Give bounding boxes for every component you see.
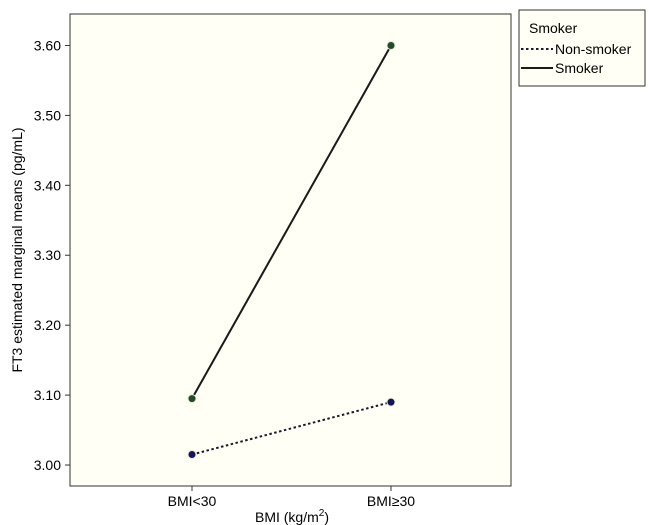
- y-tick-label: 3.60: [34, 37, 61, 53]
- y-tick-label: 3.50: [34, 107, 61, 123]
- series-line-smoker: [191, 44, 392, 400]
- x-tick-label: BMI≥30: [367, 493, 415, 509]
- plot-area: [69, 13, 512, 487]
- y-tick-label: 3.20: [34, 317, 61, 333]
- legend-title: Smoker: [529, 20, 578, 36]
- data-point: [386, 397, 396, 407]
- data-point: [187, 450, 197, 460]
- x-axis-label: BMI (kg/m2): [255, 508, 329, 525]
- y-tick-label: 3.30: [34, 247, 61, 263]
- y-axis-label: FT3 estimated marginal means (pg/mL): [9, 127, 25, 372]
- x-axis: BMI<30 BMI≥30: [168, 486, 415, 509]
- y-tick-label: 3.00: [34, 457, 61, 473]
- data-point: [187, 394, 197, 404]
- data-point: [386, 40, 396, 50]
- y-axis: 3.00 3.10 3.20 3.30 3.40 3.50 3.60: [34, 37, 70, 473]
- series-layer: [187, 40, 396, 460]
- y-tick-label: 3.10: [34, 387, 61, 403]
- y-tick-label: 3.40: [34, 177, 61, 193]
- legend-entry-label: Non-smoker: [555, 41, 632, 57]
- legend-entry-label: Smoker: [555, 60, 604, 76]
- series-line-non-smoker: [191, 401, 392, 456]
- x-tick-label: BMI<30: [168, 493, 217, 509]
- legend-box: [518, 9, 646, 87]
- legend: Smoker Non-smoker Smoker: [518, 9, 646, 87]
